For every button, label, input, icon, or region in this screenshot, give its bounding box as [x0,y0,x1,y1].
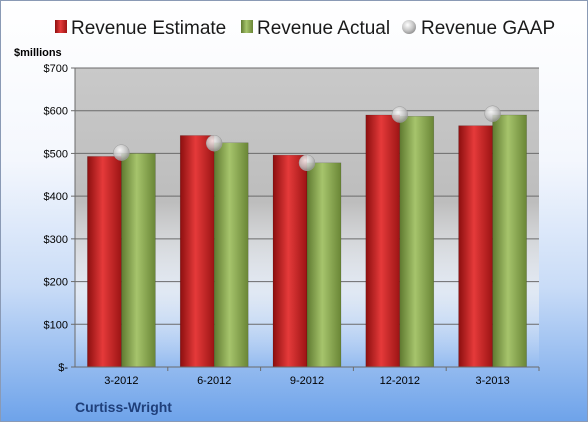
x-tick-label: 3-2013 [475,375,509,387]
y-tick-label: $600 [44,106,68,118]
y-tick-label: $400 [44,191,68,203]
bar-revenue-actual [306,162,342,368]
y-tick-label: $700 [44,63,68,75]
x-tick-label: 3-2012 [104,375,138,387]
y-axis-unit-label: $millions [14,47,62,59]
gaap-markers [113,105,501,172]
bar-revenue-estimate [272,154,308,368]
bar-revenue-actual [492,114,527,368]
y-tick-label: $100 [44,319,68,331]
bar-revenue-estimate [365,114,401,368]
y-tick-label: $200 [44,277,68,289]
bar-revenue-actual [213,142,249,368]
company-name: Curtiss-Wright [75,399,172,415]
legend: Revenue Estimate Revenue Actual Revenue … [55,18,555,39]
axes: $- $100 $200 $300 $400 $500 $600 $700 3-2012 6-20… [44,63,540,387]
legend-label-estimate: Revenue Estimate [71,18,226,39]
marker-revenue-gaap [205,134,223,152]
bars [87,114,527,368]
bar-revenue-actual [121,153,156,368]
legend-label-actual: Revenue Actual [257,18,390,39]
y-tick-label: $- [58,362,68,374]
bar-revenue-actual [399,116,435,368]
bar-revenue-estimate [458,125,493,368]
x-tick-label: 12-2012 [380,375,420,387]
marker-revenue-gaap [391,106,409,123]
y-tick-label: $500 [44,148,68,160]
legend-label-gaap: Revenue GAAP [421,18,555,39]
legend-swatch-actual [241,20,253,33]
marker-revenue-gaap [113,144,130,161]
x-tick-label: 6-2012 [197,375,231,387]
bar-revenue-estimate [87,156,122,368]
bar-revenue-estimate [179,135,215,368]
marker-revenue-gaap [484,105,501,122]
x-tick-label: 9-2012 [290,375,324,387]
y-tick-label: $300 [44,234,68,246]
legend-swatch-estimate [55,20,67,33]
marker-revenue-gaap [298,154,316,172]
legend-swatch-gaap [402,20,416,34]
